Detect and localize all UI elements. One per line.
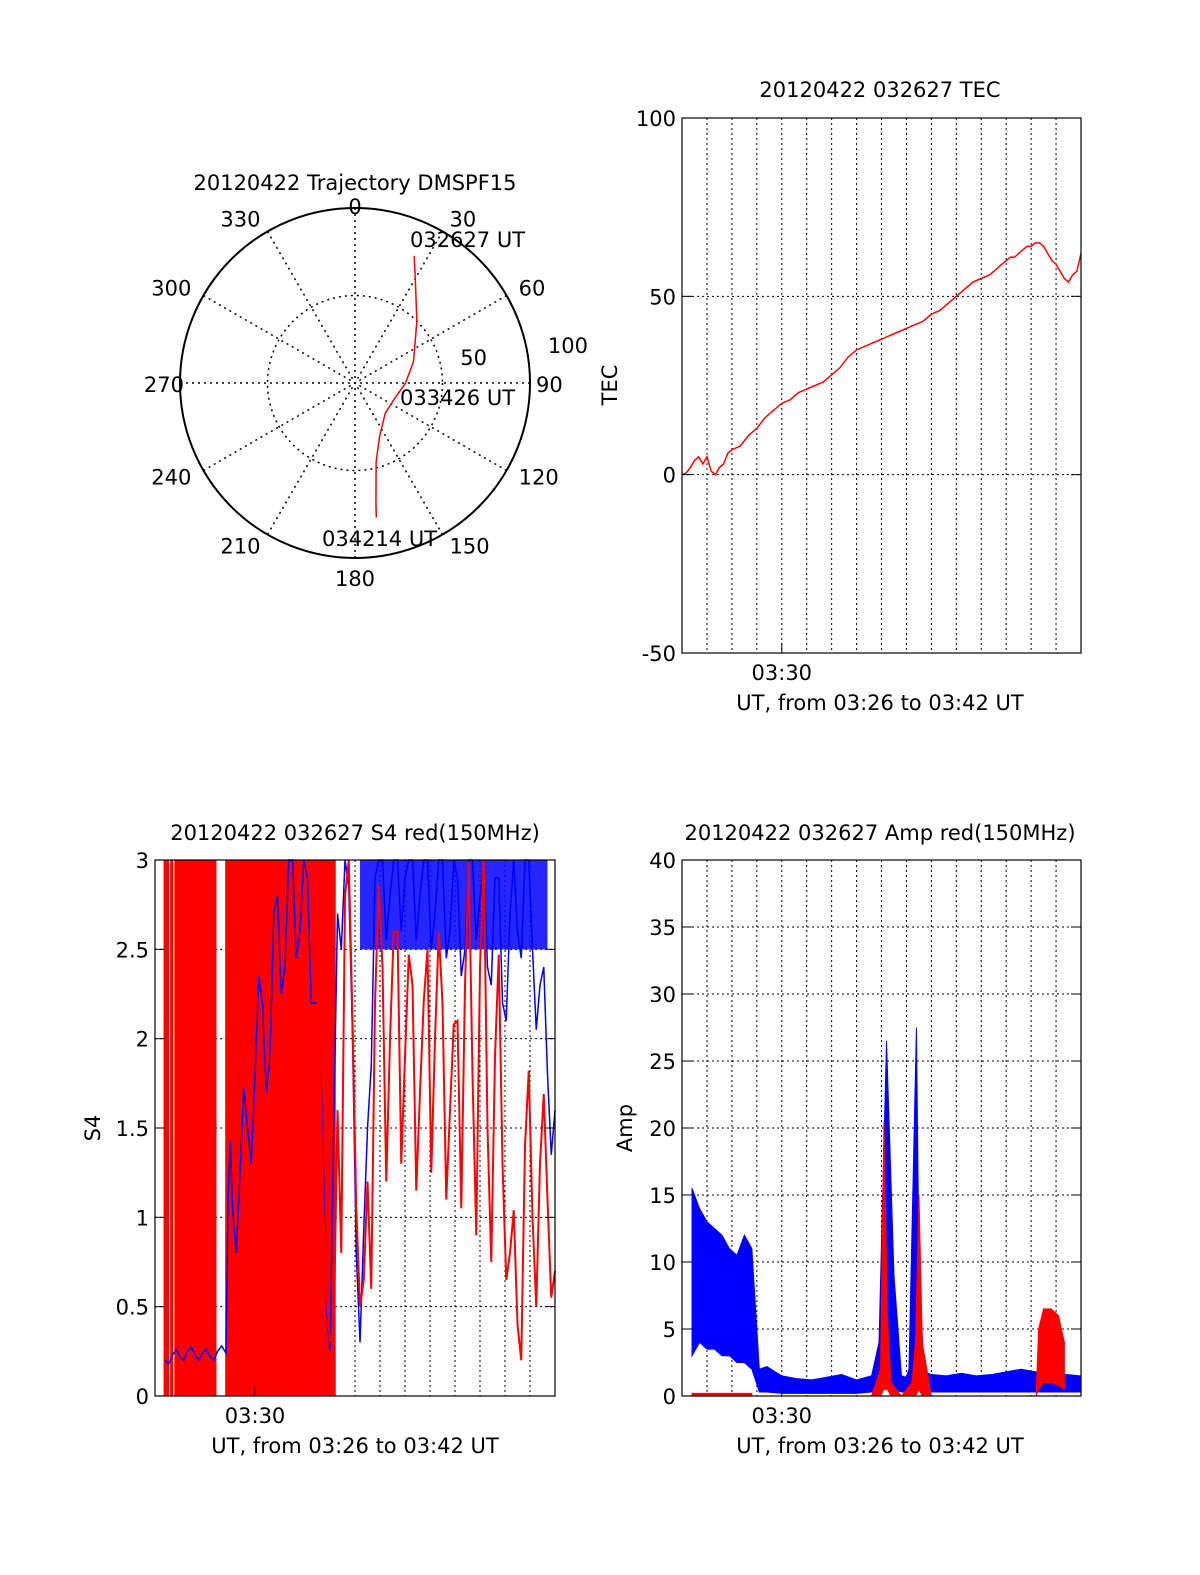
trajectory-track: 032627 UT 033426 UT 034214 UT [322, 228, 525, 551]
azimuth-label: 300 [151, 277, 191, 301]
azimuth-label: 120 [519, 466, 559, 490]
track-label-end: 034214 UT [322, 527, 437, 551]
azimuth-label: 0 [348, 195, 361, 219]
polar-labels: 0 30 60 90 120 150 180 210 240 270 300 330 50 100 [144, 195, 588, 591]
plot-frame [681, 859, 1082, 1397]
trajectory-line [375, 256, 418, 518]
y-tick-label: 3 [136, 849, 149, 873]
y-tick-label: 40 [649, 849, 676, 873]
azimuth-label: 270 [144, 373, 184, 397]
track-label-start: 032627 UT [410, 228, 525, 252]
y-tick-label: 0 [663, 464, 676, 488]
x-tick-label: 03:30 [752, 661, 813, 685]
y-tick-label: 0 [663, 1385, 676, 1409]
chart-title: 20120422 032627 Amp red(150MHz) [684, 821, 1075, 845]
spoke-line [266, 231, 444, 535]
azimuth-label: 180 [335, 567, 375, 591]
radial-label: 100 [548, 334, 588, 358]
azimuth-label: 90 [536, 373, 563, 397]
amp-chart: 20120422 032627 Amp red(150MHz) UT, from… [613, 821, 1082, 1458]
azimuth-label: 330 [220, 207, 260, 231]
tec-series-line [681, 242, 1082, 476]
y-tick-label: 1.5 [116, 1117, 149, 1141]
axes: 0 0.5 1 1.5 2 2.5 3 03:30 [116, 849, 556, 1428]
plot-frame [681, 117, 1082, 654]
axes: 0 5 10 15 20 25 30 35 40 03:30 [649, 849, 1082, 1428]
tec-chart: 20120422 032627 TEC UT, from 03:26 to 03… [598, 78, 1082, 715]
plot-data [163, 859, 556, 1396]
x-axis-label: UT, from 03:26 to 03:42 UT [211, 1434, 499, 1458]
y-tick-label: 35 [649, 916, 676, 940]
x-tick-label: 03:30 [752, 1404, 813, 1428]
radial-label: 50 [460, 346, 487, 370]
amp-red-envelope [691, 1121, 1065, 1397]
y-tick-label: 20 [649, 1117, 676, 1141]
y-tick-label: 2.5 [116, 938, 149, 962]
y-axis-label: Amp [613, 1104, 637, 1152]
y-tick-label: 0 [136, 1385, 149, 1409]
y-tick-label: 10 [649, 1251, 676, 1275]
y-tick-label: 100 [636, 107, 676, 131]
y-tick-label: 30 [649, 983, 676, 1007]
polar-grid [179, 207, 531, 559]
plot-data [681, 242, 1082, 476]
s4-red-series-line [261, 859, 556, 1361]
chart-title: 20120422 032627 TEC [759, 78, 1000, 102]
track-label-mid: 033426 UT [400, 386, 515, 410]
x-tick-label: 03:30 [225, 1404, 286, 1428]
s4-chart: 20120422 032627 S4 red(150MHz) UT, from … [81, 821, 556, 1458]
y-tick-label: 25 [649, 1050, 676, 1074]
azimuth-label: 240 [151, 466, 191, 490]
inner-ring [266, 294, 444, 472]
grid [682, 118, 1081, 653]
axes: -50 0 50 100 03:30 [636, 107, 1082, 685]
plot-frame [154, 859, 556, 1397]
y-tick-label: 0.5 [116, 1296, 149, 1320]
y-axis-label: TEC [598, 365, 622, 407]
s4-blue-series-line [164, 859, 556, 1366]
y-tick-label: 15 [649, 1184, 676, 1208]
y-tick-label: 50 [649, 285, 676, 309]
chart-title: 20120422 032627 S4 red(150MHz) [170, 821, 540, 845]
azimuth-label: 210 [220, 535, 260, 559]
x-axis-label: UT, from 03:26 to 03:42 UT [736, 1434, 1024, 1458]
chart-title: 20120422 Trajectory DMSPF15 [193, 171, 516, 195]
s4-blue-dense-band [360, 860, 548, 950]
trajectory-polar-chart: 20120422 Trajectory DMSPF15 0 30 60 90 120 15… [144, 171, 588, 591]
x-axis-label: UT, from 03:26 to 03:42 UT [736, 691, 1024, 715]
azimuth-label: 30 [450, 207, 477, 231]
plot-data [691, 1027, 1082, 1397]
azimuth-label: 60 [519, 277, 546, 301]
y-tick-label: -50 [642, 642, 676, 666]
y-tick-label: 5 [663, 1318, 676, 1342]
azimuth-label: 150 [450, 535, 490, 559]
y-tick-label: 2 [136, 1028, 149, 1052]
y-tick-label: 1 [136, 1206, 149, 1230]
y-axis-label: S4 [81, 1115, 105, 1142]
